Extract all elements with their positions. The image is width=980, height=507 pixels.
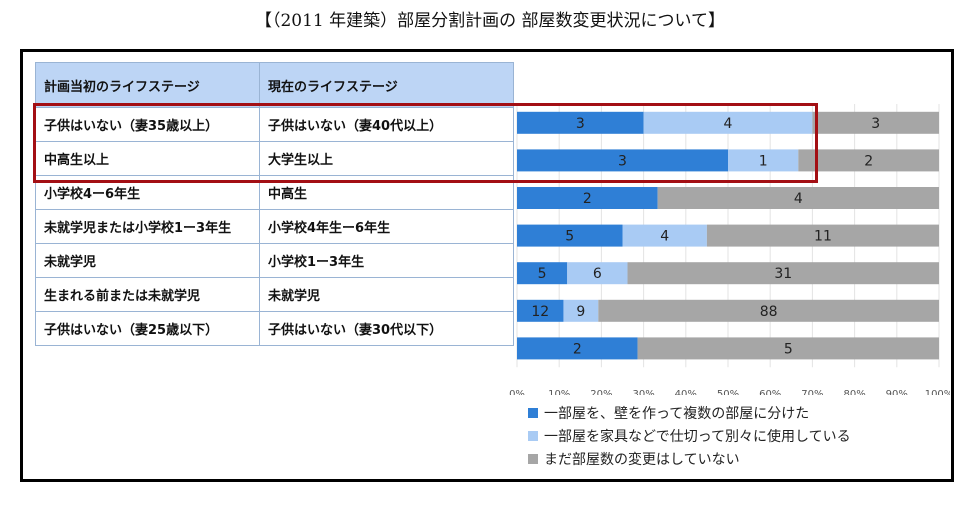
x-tick-label: 80% — [843, 389, 865, 395]
table-row: 未就学児 小学校1ー3年生 — [35, 243, 514, 278]
x-tick-label: 30% — [632, 389, 654, 395]
legend-swatch-series-2 — [528, 430, 538, 441]
x-tick-label: 70% — [801, 389, 823, 395]
initial-stage-cell: 生まれる前または未就学児 — [35, 277, 260, 312]
initial-stage-cell: 子供はいない（妻25歳以下） — [35, 311, 260, 346]
bar-segment-series-3 — [598, 299, 939, 322]
bar-segment-series-1 — [517, 111, 644, 134]
bar-segment-series-3 — [798, 149, 939, 172]
x-tick-label: 40% — [675, 389, 697, 395]
bar-segment-series-1 — [517, 149, 728, 172]
data-label: 2 — [864, 153, 873, 169]
legend-label: まだ部屋数の変更はしていない — [544, 451, 740, 468]
current-stage-cell: 子供はいない（妻30代以下） — [259, 311, 514, 346]
data-label: 4 — [724, 116, 733, 132]
table-row: 子供はいない（妻25歳以下） 子供はいない（妻30代以下） — [35, 311, 514, 346]
data-label: 3 — [871, 116, 880, 132]
current-stage-cell: 未就学児 — [259, 277, 514, 312]
current-stage-cell: 小学校1ー3年生 — [259, 243, 514, 278]
data-label: 6 — [593, 266, 602, 282]
current-stage-cell: 小学校4年生ー6年生 — [259, 209, 514, 244]
legend-item: 一部屋を家具などで仕切って別々に使用している — [528, 424, 851, 447]
data-label: 2 — [583, 191, 592, 207]
x-tick-label: 0% — [509, 389, 525, 395]
data-label: 11 — [814, 229, 832, 245]
legend-swatch-series-3 — [528, 453, 538, 464]
bar-segment-series-2 — [567, 262, 628, 285]
data-label: 4 — [794, 191, 803, 207]
life-stage-table: 計画当初のライフステージ 現在のライフステージ 子供はいない（妻35歳以上） 子… — [35, 62, 514, 346]
data-label: 2 — [573, 341, 582, 357]
bar-segment-series-3 — [812, 111, 939, 134]
legend-item: まだ部屋数の変更はしていない — [528, 447, 851, 470]
page-title: 【（2011 年建築）部屋分割計画の 部屋数変更状況について】 — [254, 11, 726, 31]
table-row: 未就学児または小学校1ー3年生 小学校4年生ー6年生 — [35, 209, 514, 244]
bar-segment-series-2 — [622, 224, 707, 247]
bar-segment-series-2 — [728, 149, 799, 172]
initial-stage-cell: 未就学児または小学校1ー3年生 — [35, 209, 260, 244]
x-tick-label: 50% — [717, 389, 739, 395]
data-label: 5 — [565, 229, 574, 245]
legend-label: 一部屋を家具などで仕切って別々に使用している — [544, 428, 851, 445]
data-label: 5 — [538, 266, 547, 282]
data-label: 1 — [759, 153, 768, 169]
x-tick-label: 10% — [548, 389, 570, 395]
x-tick-label: 60% — [759, 389, 781, 395]
bar-segment-series-1 — [517, 187, 658, 209]
header-initial-stage: 計画当初のライフステージ — [35, 62, 260, 108]
initial-stage-cell: 子供はいない（妻35歳以上） — [35, 107, 260, 142]
table-row: 中高生以上 大学生以上 — [35, 141, 514, 176]
table-row: 生まれる前または未就学児 未就学児 — [35, 277, 514, 312]
bar-segment-series-1 — [517, 224, 623, 247]
legend-label: 一部屋を、壁を作って複数の部屋に分けた — [544, 405, 810, 422]
figure-frame — [20, 49, 954, 482]
data-label: 31 — [774, 266, 792, 282]
highlight-box — [33, 103, 818, 183]
data-label: 3 — [618, 153, 627, 169]
initial-stage-cell: 未就学児 — [35, 243, 260, 278]
x-tick-label: 90% — [886, 389, 908, 395]
data-label: 88 — [760, 304, 778, 320]
table-row: 子供はいない（妻35歳以上） 子供はいない（妻40代以上） — [35, 107, 514, 142]
data-label: 9 — [576, 304, 585, 320]
x-tick-label: 100% — [925, 389, 950, 395]
table-header-row: 計画当初のライフステージ 現在のライフステージ — [35, 62, 514, 108]
bar-segment-series-1 — [517, 262, 568, 285]
legend-item: 一部屋を、壁を作って複数の部屋に分けた — [528, 401, 851, 424]
bar-segment-series-3 — [627, 262, 939, 285]
bar-segment-series-3 — [637, 337, 939, 360]
current-stage-cell: 大学生以上 — [259, 141, 514, 176]
bar-segment-series-1 — [517, 299, 564, 322]
data-label: 4 — [660, 229, 669, 245]
bar-segment-series-3 — [706, 224, 939, 247]
bar-segment-series-1 — [517, 337, 638, 360]
chart-legend: 一部屋を、壁を作って複数の部屋に分けた 一部屋を家具などで仕切って別々に使用して… — [528, 401, 851, 470]
data-label: 12 — [531, 304, 549, 320]
legend-swatch-series-1 — [528, 407, 538, 418]
x-tick-label: 20% — [590, 389, 612, 395]
header-current-stage: 現在のライフステージ — [259, 62, 514, 108]
bar-segment-series-2 — [563, 299, 599, 322]
bar-segment-series-3 — [657, 187, 939, 209]
data-label: 5 — [784, 341, 793, 357]
bar-segment-series-2 — [643, 111, 813, 134]
data-label: 3 — [576, 116, 585, 132]
